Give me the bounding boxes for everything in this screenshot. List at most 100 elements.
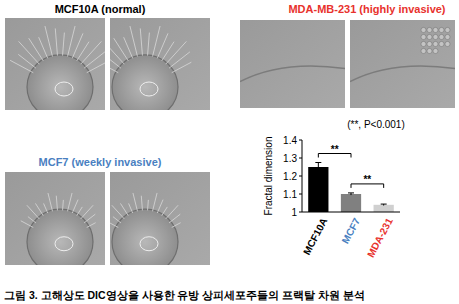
filopodium bbox=[68, 26, 76, 56]
bar bbox=[341, 194, 361, 212]
panel-label: MCF7 (weekly invasive) bbox=[39, 156, 162, 168]
micrograph bbox=[110, 172, 210, 265]
cell-edge bbox=[350, 66, 455, 82]
filopodium bbox=[45, 26, 53, 56]
filopodium bbox=[81, 205, 93, 219]
vesicle bbox=[433, 41, 438, 46]
micrograph-bg bbox=[350, 20, 455, 108]
micrograph bbox=[5, 18, 105, 110]
caption: 그림 3. 고해상도 DIC영상을 사용한 유방 상피세포주들의 프랙탈 차원 … bbox=[4, 289, 365, 301]
cell bbox=[27, 209, 93, 265]
filopodium bbox=[153, 26, 161, 56]
significance-bracket: ** bbox=[351, 174, 384, 188]
filopodium bbox=[169, 52, 190, 68]
filopodium bbox=[110, 54, 121, 68]
filopodium bbox=[72, 33, 83, 58]
bar bbox=[308, 167, 328, 212]
filopodium bbox=[110, 41, 124, 64]
vesicle bbox=[421, 48, 426, 53]
filopodium bbox=[113, 217, 121, 223]
micrograph bbox=[110, 18, 210, 110]
nucleus bbox=[140, 237, 158, 251]
filopodium bbox=[81, 41, 102, 64]
y-tick bbox=[299, 176, 302, 177]
filopodium bbox=[148, 33, 150, 56]
vesicle bbox=[439, 41, 444, 46]
y-tick-label: 1.2 bbox=[283, 171, 297, 182]
filopodium bbox=[130, 26, 138, 56]
y-tick bbox=[299, 158, 302, 159]
chart: (**, P<0.001)Fractal dimension11.11.21.3… bbox=[263, 119, 405, 259]
vesicle bbox=[421, 27, 426, 32]
error-bar bbox=[348, 193, 354, 195]
nucleus bbox=[140, 82, 158, 96]
cell bbox=[27, 55, 93, 110]
filopodium bbox=[114, 38, 129, 61]
panel-label: MDA-MB-231 (highly invasive) bbox=[288, 3, 445, 15]
filopodium bbox=[10, 60, 33, 72]
filopodium bbox=[166, 41, 187, 64]
vesicle bbox=[427, 41, 432, 46]
cell bbox=[112, 55, 178, 110]
filopodium bbox=[153, 193, 158, 211]
y-tick bbox=[299, 140, 302, 141]
vesicle bbox=[421, 41, 426, 46]
vesicle bbox=[427, 48, 432, 53]
nucleus bbox=[55, 82, 73, 96]
filopodium bbox=[48, 193, 53, 211]
filopodium bbox=[133, 193, 138, 211]
filopodium bbox=[162, 207, 168, 216]
filopodium bbox=[28, 217, 36, 223]
vesicle bbox=[439, 27, 444, 32]
filopodium bbox=[62, 200, 64, 210]
vesicle bbox=[445, 27, 450, 32]
filopodium bbox=[56, 196, 57, 211]
micrograph bbox=[5, 172, 105, 265]
filopodium bbox=[141, 196, 142, 211]
filopodium bbox=[77, 207, 83, 216]
significance-label: ** bbox=[363, 174, 371, 185]
panel-label: MCF10A (normal) bbox=[55, 3, 146, 15]
filopodium bbox=[169, 214, 180, 223]
significance-label: ** bbox=[331, 144, 339, 155]
filopodium bbox=[87, 223, 96, 228]
micrograph bbox=[240, 20, 345, 108]
filopodium bbox=[140, 28, 142, 55]
vesicle bbox=[439, 34, 444, 39]
category-label: MCF7 bbox=[340, 216, 363, 246]
vesicle bbox=[433, 34, 438, 39]
error-cap bbox=[348, 192, 354, 193]
category-label: MDA-231 bbox=[365, 216, 395, 259]
filopodium bbox=[166, 205, 178, 219]
y-tick-label: 1 bbox=[291, 207, 297, 218]
vesicle bbox=[427, 27, 432, 32]
filopodium bbox=[63, 33, 65, 56]
chart-title: (**, P<0.001) bbox=[347, 119, 405, 130]
filopodium bbox=[29, 38, 44, 61]
error-cap bbox=[381, 204, 387, 205]
cell bbox=[112, 209, 178, 265]
y-tick-label: 1.4 bbox=[283, 135, 297, 146]
error-cap bbox=[315, 162, 321, 163]
y-tick bbox=[299, 194, 302, 195]
filopodium bbox=[19, 41, 40, 64]
significance-bracket: ** bbox=[318, 144, 351, 158]
micrograph-bg bbox=[240, 20, 345, 108]
bar bbox=[374, 205, 394, 212]
filopodium bbox=[157, 200, 163, 213]
vesicle bbox=[445, 41, 450, 46]
error-bar bbox=[381, 204, 387, 205]
nucleus bbox=[55, 237, 73, 251]
filopodium bbox=[110, 60, 118, 72]
filopodium bbox=[84, 214, 95, 223]
vesicle bbox=[433, 48, 438, 53]
category-label: MCF10A bbox=[301, 216, 329, 256]
filopodium bbox=[72, 200, 78, 213]
plot-marks bbox=[308, 163, 394, 213]
y-axis-label: Fractal dimension bbox=[263, 137, 274, 216]
micrograph bbox=[350, 20, 455, 108]
vesicle bbox=[427, 34, 432, 39]
filopodium bbox=[172, 223, 181, 228]
filopodium bbox=[110, 221, 118, 228]
cell-edge bbox=[240, 66, 345, 82]
